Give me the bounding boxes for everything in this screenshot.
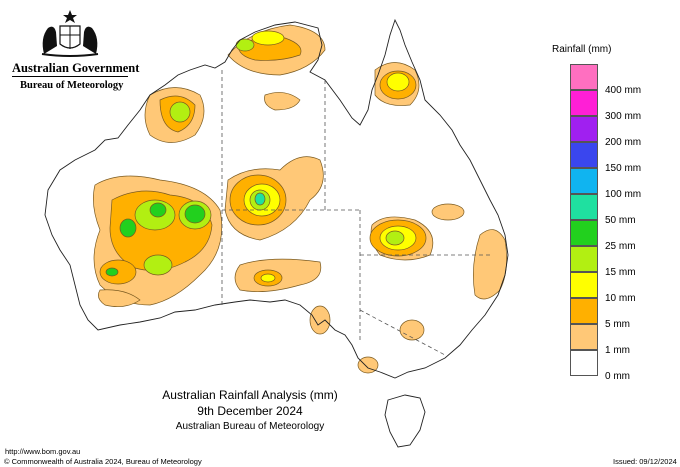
legend-swatch bbox=[570, 246, 598, 272]
legend-label: 400 mm bbox=[605, 85, 642, 96]
rain-patch-wa-coast bbox=[98, 289, 141, 307]
commonwealth-coat-of-arms-icon bbox=[41, 10, 99, 57]
rain-patches bbox=[93, 24, 507, 374]
legend-swatch bbox=[570, 90, 598, 116]
tasmania-coastline bbox=[384, 394, 426, 448]
legend-label: 5 mm bbox=[605, 319, 630, 330]
legend-label: 10 mm bbox=[605, 293, 636, 304]
legend-label: 0 mm bbox=[605, 371, 630, 382]
map-org: Australian Bureau of Meteorology bbox=[175, 421, 325, 432]
legend-swatch bbox=[570, 272, 598, 298]
legend-label: 300 mm bbox=[605, 111, 642, 122]
rain-patch-sa-coast bbox=[309, 305, 331, 335]
copyright-text: © Commonwealth of Australia 2024, Bureau… bbox=[4, 457, 202, 466]
rain-patch-gulf bbox=[264, 92, 301, 111]
rain-patch-victoria bbox=[357, 356, 379, 374]
issued-date: Issued: 09/12/2024 bbox=[613, 457, 677, 466]
legend-swatch bbox=[570, 220, 598, 246]
bureau-title: Bureau of Meteorology bbox=[20, 80, 124, 91]
legend-label: 15 mm bbox=[605, 267, 636, 278]
legend-swatch bbox=[570, 298, 598, 324]
legend-swatch bbox=[570, 350, 598, 376]
australia-coastline bbox=[44, 18, 509, 379]
website-link[interactable]: http://www.bom.gov.au bbox=[5, 447, 81, 456]
legend-swatch bbox=[570, 116, 598, 142]
legend-label: 100 mm bbox=[605, 189, 642, 200]
legend-title: Rainfall (mm) bbox=[552, 44, 612, 55]
legend-label: 1 mm bbox=[605, 345, 630, 356]
government-title: Australian Government bbox=[12, 61, 140, 75]
rain-patch-qld-east bbox=[431, 203, 465, 221]
legend-label: 50 mm bbox=[605, 215, 636, 226]
legend-swatch bbox=[570, 64, 598, 90]
map-title: Australian Rainfall Analysis (mm) bbox=[162, 388, 338, 402]
legend-swatch bbox=[570, 324, 598, 350]
rain-patch-nsw bbox=[399, 319, 425, 341]
legend-label: 25 mm bbox=[605, 241, 636, 252]
map-date: 9th December 2024 bbox=[197, 404, 303, 418]
divider bbox=[12, 76, 128, 77]
legend-swatch bbox=[570, 142, 598, 168]
legend-swatch bbox=[570, 194, 598, 220]
legend-label: 150 mm bbox=[605, 163, 642, 174]
legend-swatch bbox=[570, 168, 598, 194]
state-borders bbox=[221, 70, 492, 356]
rain-patch-east-coast bbox=[473, 229, 507, 300]
legend-label: 200 mm bbox=[605, 137, 642, 148]
